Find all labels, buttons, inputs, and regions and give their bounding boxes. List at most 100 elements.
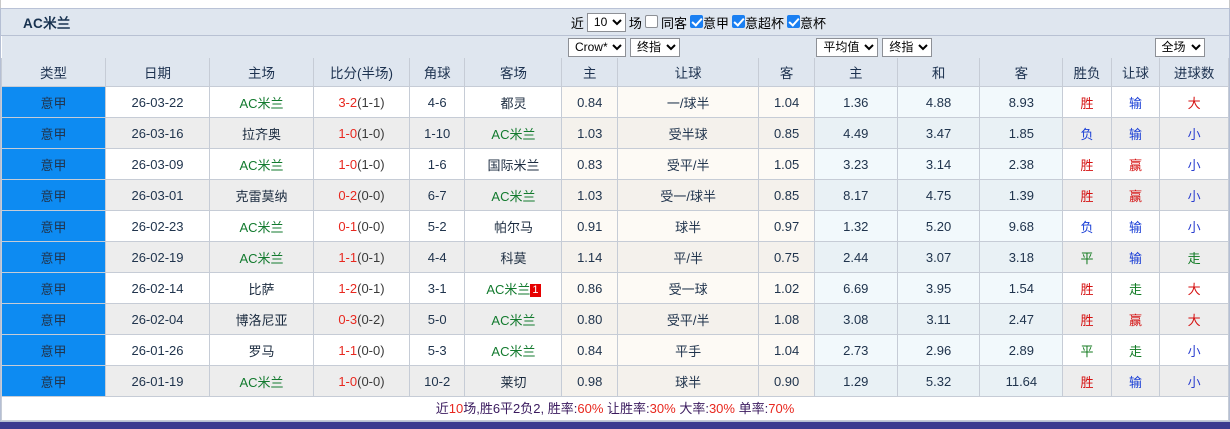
cell-league-type[interactable]: 意甲 (1, 117, 106, 149)
average-stage-select[interactable]: 终指 (882, 37, 933, 57)
table-row[interactable]: 意甲 26-02-23 AC米兰 0-1(0-0) 5-2 帕尔马 0.91 球半 0.97 1.… (1, 210, 1229, 242)
cell-score[interactable]: 1-0(1-0) (313, 148, 410, 180)
cell-score[interactable]: 1-0(1-0) (313, 117, 410, 149)
col-header-corner[interactable]: 角球 (408, 58, 466, 87)
cell-home-team[interactable]: AC米兰 (209, 210, 314, 242)
table-row[interactable]: 意甲 26-02-14 比萨 1-2(0-1) 3-1 AC米兰 1 0.86 受一球 1.02 6… (1, 272, 1229, 304)
col-header-ah-home[interactable]: 主 (561, 58, 618, 87)
page-title: AC米兰 (23, 16, 71, 31)
cell-league-type[interactable]: 意甲 (1, 86, 106, 118)
average-select[interactable]: 平均值 (816, 37, 879, 57)
league-checkbox-supercup[interactable] (731, 14, 745, 28)
cell-away-team[interactable]: AC米兰 (464, 303, 563, 335)
cell-score[interactable]: 0-2(0-0) (313, 179, 410, 211)
league-checkbox-group-1[interactable]: 意超杯 (731, 13, 784, 32)
league-checkbox-group-0[interactable]: 意甲 (689, 13, 729, 32)
cell-score[interactable]: 0-3(0-2) (313, 303, 410, 335)
cell-league-type[interactable]: 意甲 (1, 179, 106, 211)
col-header-score[interactable]: 比分(半场) (313, 58, 410, 87)
table-row[interactable]: 意甲 26-03-16 拉齐奥 1-0(1-0) 1-10 AC米兰 1.03 受半球 0.85… (1, 117, 1229, 149)
col-header-ah-away[interactable]: 客 (758, 58, 815, 87)
cell-away-team[interactable]: AC米兰 (464, 117, 563, 149)
cell-date: 26-03-16 (105, 117, 210, 149)
col-header-ah-line[interactable]: 让球 (616, 58, 760, 87)
league-checkbox-seriea[interactable] (689, 14, 703, 28)
cell-result-ah: 输 (1110, 117, 1161, 149)
table-row[interactable]: 意甲 26-01-26 罗马 1-1(0-0) 5-3 AC米兰 0.84 平手 1.04 2.7… (1, 334, 1229, 366)
result-ou-value: 小 (1187, 343, 1201, 359)
cell-score[interactable]: 1-1(0-0) (313, 334, 410, 366)
recent-count-select[interactable]: 10 (586, 12, 626, 32)
team-name: 拉齐奥 (241, 126, 281, 142)
cell-away-team[interactable]: 国际米兰 (464, 148, 563, 180)
table-row[interactable]: 意甲 26-03-22 AC米兰 3-2(1-1) 4-6 都灵 0.84 一/球半 1.04 1… (1, 86, 1229, 118)
score-fulltime: 0-3 (338, 311, 358, 327)
cell-away-team[interactable]: AC米兰 (464, 179, 563, 211)
cell-home-team[interactable]: 比萨 (209, 272, 314, 304)
cell-home-team[interactable]: 克雷莫纳 (209, 179, 314, 211)
cell-away-team[interactable]: 帕尔马 (464, 210, 563, 242)
cell-home-team[interactable]: 拉齐奥 (209, 117, 314, 149)
cell-result-ah: 赢 (1110, 303, 1161, 335)
league-label-supercup: 意超杯 (744, 15, 784, 31)
col-header-type[interactable]: 类型 (1, 58, 106, 87)
cell-home-team[interactable]: AC米兰 (209, 148, 314, 180)
cell-result-ah: 赢 (1110, 148, 1161, 180)
cell-home-team[interactable]: AC米兰 (209, 365, 314, 397)
cell-home-team[interactable]: 博洛尼亚 (209, 303, 314, 335)
cell-league-type[interactable]: 意甲 (1, 272, 106, 304)
col-header-eu-home[interactable]: 主 (813, 58, 898, 87)
col-header-result-wdl[interactable]: 胜负 (1062, 58, 1112, 87)
cell-away-team[interactable]: AC米兰 1 (464, 272, 563, 304)
cell-away-team[interactable]: AC米兰 (464, 334, 563, 366)
cell-away-team[interactable]: 都灵 (464, 86, 563, 118)
cell-ah-away-odds: 1.04 (758, 86, 815, 118)
league-checkbox-cup[interactable] (786, 14, 800, 28)
cell-corner: 1-10 (408, 117, 466, 149)
cell-home-team[interactable]: AC米兰 (209, 86, 314, 118)
cell-score[interactable]: 1-0(0-0) (313, 365, 410, 397)
col-header-result-ah[interactable]: 让球 (1110, 58, 1161, 87)
table-row[interactable]: 意甲 26-02-19 AC米兰 1-1(0-1) 4-4 科莫 1.14 平/半 0.75 2.… (1, 241, 1229, 273)
same-venue-checkbox[interactable] (644, 14, 658, 28)
cell-home-team[interactable]: 罗马 (209, 334, 314, 366)
table-row[interactable]: 意甲 26-02-04 博洛尼亚 0-3(0-2) 5-0 AC米兰 0.80 受平/半 1.0… (1, 303, 1229, 335)
cell-date: 26-03-01 (105, 179, 210, 211)
cell-home-team[interactable]: AC米兰 (209, 241, 314, 273)
cell-league-type[interactable]: 意甲 (1, 334, 106, 366)
same-venue-checkbox-group[interactable]: 同客 (644, 13, 687, 32)
col-header-date[interactable]: 日期 (105, 58, 210, 87)
cell-away-team[interactable]: 科莫 (464, 241, 563, 273)
cell-date: 26-01-26 (105, 334, 210, 366)
table-row[interactable]: 意甲 26-03-09 AC米兰 1-0(1-0) 1-6 国际米兰 0.83 受平/半 1.0… (1, 148, 1229, 180)
table-row[interactable]: 意甲 26-01-19 AC米兰 1-0(0-0) 10-2 莱切 0.98 球半 0.90 1.… (1, 365, 1229, 397)
team-name: 克雷莫纳 (235, 188, 288, 204)
league-checkbox-group-2[interactable]: 意杯 (786, 13, 826, 32)
col-header-eu-draw[interactable]: 和 (896, 58, 981, 87)
cell-score[interactable]: 0-1(0-0) (313, 210, 410, 242)
cell-league-type[interactable]: 意甲 (1, 148, 106, 180)
cell-date: 26-02-23 (105, 210, 210, 242)
odds-stage-select[interactable]: 终指 (629, 37, 680, 57)
cell-date: 26-02-14 (105, 272, 210, 304)
col-header-home[interactable]: 主场 (209, 58, 314, 87)
cell-league-type[interactable]: 意甲 (1, 210, 106, 242)
cell-score[interactable]: 3-2(1-1) (313, 86, 410, 118)
col-header-away[interactable]: 客场 (464, 58, 563, 87)
result-ou-value: 小 (1187, 126, 1201, 142)
col-header-eu-away[interactable]: 客 (979, 58, 1064, 87)
scope-select[interactable]: 全场 (1154, 37, 1205, 57)
cell-score[interactable]: 1-1(0-1) (313, 241, 410, 273)
score-halftime: (0-1) (357, 249, 385, 265)
cell-league-type[interactable]: 意甲 (1, 365, 106, 397)
bookmaker-select[interactable]: Crow* (567, 37, 626, 57)
col-header-result-ou[interactable]: 进球数 (1159, 58, 1229, 87)
cell-ah-home-odds: 0.83 (561, 148, 618, 180)
cell-eu-away-odds: 3.18 (979, 241, 1064, 273)
result-wdl-value: 胜 (1080, 188, 1094, 204)
cell-away-team[interactable]: 莱切 (464, 365, 563, 397)
cell-league-type[interactable]: 意甲 (1, 241, 106, 273)
cell-league-type[interactable]: 意甲 (1, 303, 106, 335)
table-row[interactable]: 意甲 26-03-01 克雷莫纳 0-2(0-0) 6-7 AC米兰 1.03 受一/球半 0.… (1, 179, 1229, 211)
cell-score[interactable]: 1-2(0-1) (313, 272, 410, 304)
